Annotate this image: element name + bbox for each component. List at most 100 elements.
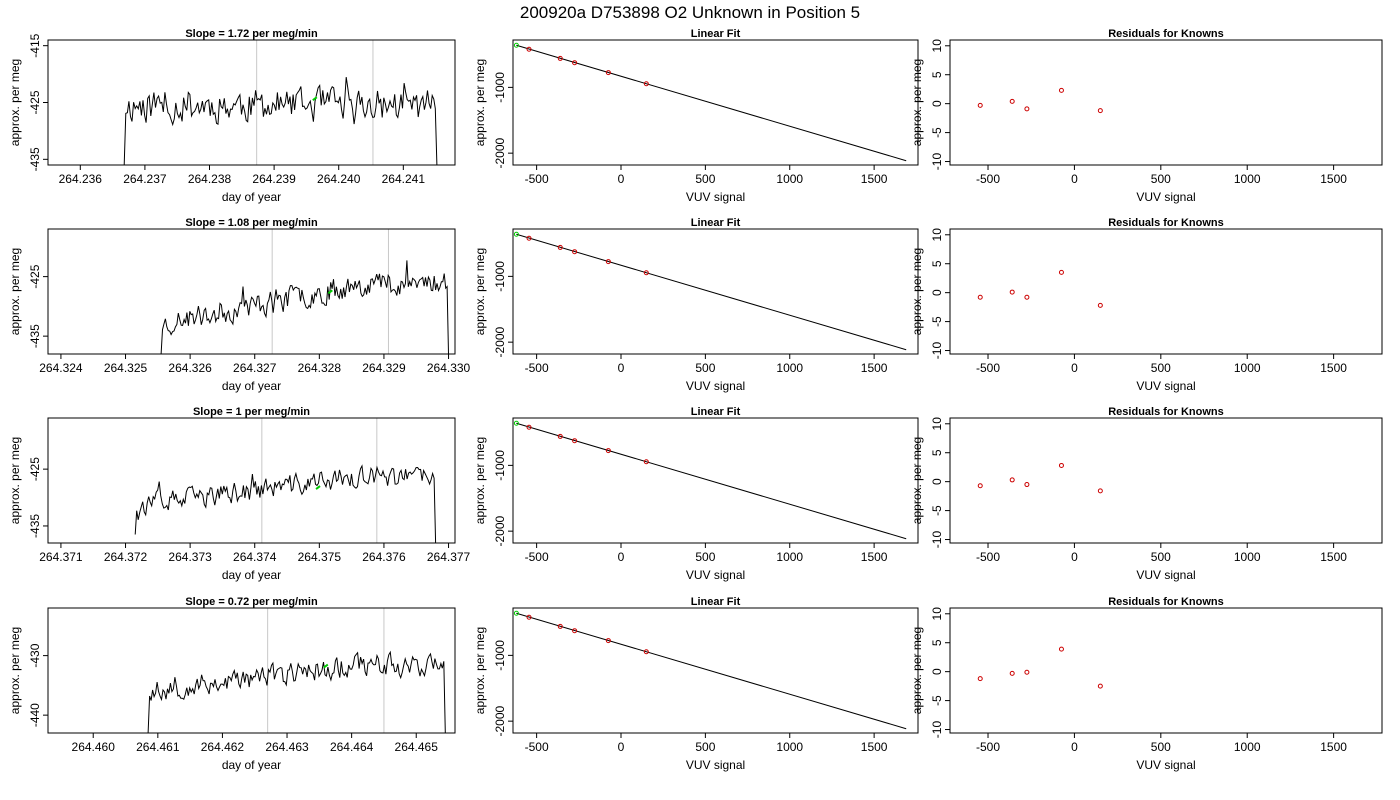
x-tick-label: 264.460 <box>72 740 116 754</box>
panel-11: Linear Fit -500 0 500 1000 1500 -1000 -2000 VUV … <box>473 596 919 772</box>
x-tick-label: 1000 <box>776 361 803 375</box>
plot-area <box>513 420 907 540</box>
fit-line <box>516 422 907 540</box>
known-point <box>1009 98 1015 104</box>
y-tick-label: 5 <box>930 639 944 646</box>
known-point <box>643 649 649 655</box>
plot-frame <box>949 417 1383 544</box>
x-tick-label: 0 <box>1071 172 1078 186</box>
y-axis-label: approx. per meg <box>8 627 22 714</box>
panel-7: Slope = 1 per meg/min 264.371 264.372 264.3… <box>8 406 471 582</box>
x-axis-label: VUV signal <box>1136 379 1195 393</box>
plot-area <box>513 610 907 730</box>
plot-frame <box>949 39 1383 166</box>
panel-5: Linear Fit -500 0 500 1000 1500 -1000 -2000 VUV … <box>473 217 919 393</box>
x-tick-label: 0 <box>618 361 625 375</box>
y-tick-label: -425 <box>28 90 42 114</box>
y-axis-label: approx. per meg <box>910 59 924 146</box>
y-tick-label: -10 <box>930 342 944 360</box>
known-point <box>977 102 983 108</box>
x-axis-label: VUV signal <box>1136 568 1195 582</box>
y-tick-label: -440 <box>28 703 42 727</box>
x-axis-label: VUV signal <box>686 568 745 582</box>
y-tick-label: -425 <box>28 264 42 288</box>
plot-frame <box>512 39 919 166</box>
y-tick-label: -425 <box>28 457 42 481</box>
panel-title: Slope = 1.08 per meg/min <box>185 217 318 229</box>
known-point <box>526 424 532 430</box>
plot-area <box>977 87 1103 114</box>
x-tick-label: 264.375 <box>298 550 342 564</box>
y-axis-label: approx. per meg <box>473 437 487 524</box>
y-tick-label: 10 <box>930 607 944 621</box>
x-tick-label: 264.373 <box>168 550 212 564</box>
x-axis-label: day of year <box>222 379 281 393</box>
y-tick-label: 0 <box>930 478 944 485</box>
x-tick-label: 1500 <box>861 550 888 564</box>
x-tick-label: 0 <box>1071 740 1078 754</box>
x-tick-label: 264.236 <box>59 172 103 186</box>
fit-line <box>516 612 907 730</box>
x-tick-label: 264.463 <box>265 740 309 754</box>
signal-trace <box>134 464 437 543</box>
y-tick-label: 10 <box>930 228 944 242</box>
signal-trace <box>123 77 438 165</box>
y-axis-label: approx. per meg <box>473 248 487 335</box>
known-point <box>557 55 563 61</box>
unknown-point <box>513 231 519 237</box>
x-tick-label: 1000 <box>776 740 803 754</box>
y-tick-label: -1000 <box>493 640 507 671</box>
known-point <box>605 259 611 265</box>
unknown-marker <box>327 289 333 295</box>
x-tick-label: 1500 <box>861 172 888 186</box>
known-point <box>526 235 532 241</box>
known-point <box>1009 670 1015 676</box>
plot-frame <box>47 607 456 734</box>
x-tick-label: 500 <box>1151 550 1171 564</box>
x-tick-label: 264.464 <box>330 740 374 754</box>
panel-2: Linear Fit -500 0 500 1000 1500 -1000 -2000 VUV … <box>473 28 919 204</box>
fit-line <box>516 233 907 351</box>
x-axis-label: VUV signal <box>686 190 745 204</box>
y-tick-label: 10 <box>930 417 944 431</box>
signal-trace <box>160 260 449 354</box>
panel-title: Slope = 0.72 per meg/min <box>185 596 318 608</box>
panel-title: Linear Fit <box>691 217 741 229</box>
x-tick-label: 264.372 <box>104 550 148 564</box>
known-point <box>526 614 532 620</box>
y-tick-label: -1000 <box>493 261 507 292</box>
plot-area <box>513 231 907 351</box>
x-tick-label: -500 <box>525 361 549 375</box>
x-tick-label: 500 <box>695 740 715 754</box>
x-tick-label: 264.371 <box>39 550 83 564</box>
panel-4: Slope = 1.08 per meg/min 264.324 264.325 26… <box>8 217 471 393</box>
x-tick-label: 264.324 <box>39 361 83 375</box>
panel-grid: Slope = 1.72 per meg/min 264.236 264.237 26… <box>8 28 1383 772</box>
unknown-point <box>513 420 519 426</box>
plot-frame <box>949 228 1383 355</box>
x-tick-label: 264.325 <box>104 361 148 375</box>
unknown-marker <box>312 96 318 102</box>
y-tick-label: -1000 <box>493 450 507 481</box>
y-tick-label: -10 <box>930 721 944 739</box>
y-axis-label: approx. per meg <box>910 248 924 335</box>
panel-10: Slope = 0.72 per meg/min 264.460 264.461 26… <box>8 596 456 772</box>
panel-title: Linear Fit <box>691 406 741 418</box>
y-axis-label: approx. per meg <box>8 248 22 335</box>
known-point <box>605 70 611 76</box>
y-tick-label: -5 <box>930 316 944 327</box>
x-tick-label: 264.328 <box>298 361 342 375</box>
signal-trace <box>147 650 446 733</box>
x-tick-label: 0 <box>618 550 625 564</box>
x-tick-label: 500 <box>1151 172 1171 186</box>
y-axis-label: approx. per meg <box>473 59 487 146</box>
known-point <box>557 623 563 629</box>
x-axis-label: day of year <box>222 190 281 204</box>
plot-area <box>977 462 1103 494</box>
x-tick-label: 1000 <box>1234 172 1261 186</box>
plot-area <box>977 269 1103 308</box>
x-axis-label: VUV signal <box>1136 190 1195 204</box>
plot-frame <box>47 228 456 355</box>
y-axis-label: approx. per meg <box>910 437 924 524</box>
